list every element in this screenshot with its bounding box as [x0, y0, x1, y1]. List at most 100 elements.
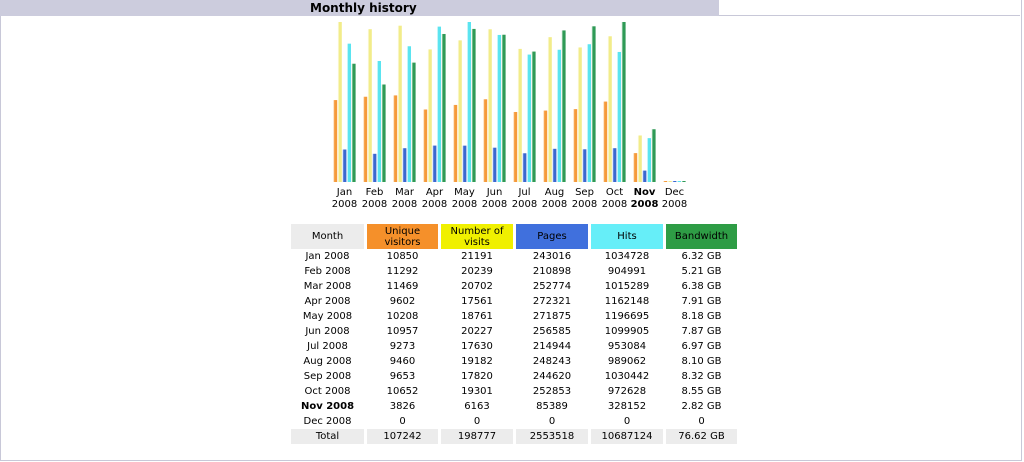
cell-month: Aug 2008	[291, 354, 367, 369]
cell-unique: 9273	[365, 339, 441, 354]
bar-hits-jan	[346, 43, 351, 182]
table-row: Feb 2008 11292 20239 210898 904991 5.21 GB	[291, 264, 740, 279]
total-pages: 2553518	[514, 429, 591, 444]
cell-month: Mar 2008	[291, 279, 367, 294]
bar-visits-feb	[367, 29, 372, 182]
cell-hits: 0	[589, 414, 666, 429]
cell-unique: 9460	[365, 354, 441, 369]
cell-pages: 252774	[514, 279, 591, 294]
x-tick-year-nov: 2008	[631, 199, 659, 210]
cell-hits: 953084	[589, 339, 666, 354]
cell-unique: 9653	[365, 369, 441, 384]
cell-month: Sep 2008	[291, 369, 367, 384]
cell-bandwidth: 7.91 GB	[664, 294, 740, 309]
table-header-row: Month Unique visitors Number of visits Pag…	[291, 224, 740, 249]
header-month: Month	[291, 224, 367, 249]
cell-unique: 10957	[365, 324, 441, 339]
cell-unique: 10652	[365, 384, 441, 399]
cell-pages: 256585	[514, 324, 591, 339]
bar-bandwidth-jul	[531, 51, 536, 182]
cell-visits: 6163	[439, 399, 516, 414]
cell-pages: 210898	[514, 264, 591, 279]
bar-unique-dec	[663, 181, 668, 182]
bar-unique-apr	[423, 109, 428, 182]
cell-month: Feb 2008	[291, 264, 367, 279]
table-row: Sep 2008 9653 17820 244620 1030442 8.32 GB	[291, 369, 740, 384]
cell-month: Apr 2008	[291, 294, 367, 309]
bar-pages-sep	[582, 149, 587, 182]
bar-visits-may	[457, 40, 462, 182]
section-title: Monthly history	[310, 1, 417, 15]
header-month-label: Month	[311, 231, 344, 242]
bar-pages-dec	[672, 181, 677, 182]
x-tick-month-nov: Nov	[634, 187, 656, 198]
table-row: Mar 2008 11469 20702 252774 1015289 6.38 GB	[291, 279, 740, 294]
x-tick-year-apr: 2008	[422, 199, 447, 210]
cell-bandwidth: 8.10 GB	[664, 354, 740, 369]
table-row: Aug 2008 9460 19182 248243 989062 8.10 GB	[291, 354, 740, 369]
cell-unique: 10208	[365, 309, 441, 324]
x-tick-year-feb: 2008	[362, 199, 387, 210]
cell-hits: 1099905	[589, 324, 666, 339]
cell-hits: 1196695	[589, 309, 666, 324]
cell-pages: 243016	[514, 249, 591, 264]
cell-pages: 252853	[514, 384, 591, 399]
total-unique: 107242	[365, 429, 441, 444]
cell-month: Jun 2008	[291, 324, 367, 339]
cell-pages: 271875	[514, 309, 591, 324]
bar-visits-apr	[427, 49, 432, 182]
header-visits-line2: visits	[464, 236, 490, 248]
bar-unique-mar	[393, 95, 398, 182]
bar-bandwidth-nov	[651, 129, 656, 182]
bar-visits-dec	[667, 181, 672, 182]
cell-visits: 17820	[439, 369, 516, 384]
monthly-stats-table: Month Unique visitors Number of visits Pag…	[291, 224, 740, 444]
cell-bandwidth: 7.87 GB	[664, 324, 740, 339]
cell-month: Dec 2008	[291, 414, 367, 429]
cell-visits: 20227	[439, 324, 516, 339]
table-row-current: Nov 2008 3826 6163 85389 328152 2.82 GB	[291, 399, 740, 414]
header-pages-label: Pages	[537, 231, 567, 242]
cell-bandwidth: 8.18 GB	[664, 309, 740, 324]
bar-bandwidth-mar	[411, 62, 416, 182]
cell-pages: 214944	[514, 339, 591, 354]
bar-pages-apr	[432, 145, 437, 182]
x-tick-year-oct: 2008	[602, 199, 627, 210]
x-tick-year-aug: 2008	[542, 199, 567, 210]
bar-bandwidth-sep	[591, 26, 596, 182]
bar-unique-oct	[603, 101, 608, 182]
bar-bandwidth-aug	[561, 30, 566, 183]
table-row: Oct 2008 10652 19301 252853 972628 8.55 GB	[291, 384, 740, 399]
bar-bandwidth-may	[471, 28, 476, 183]
cell-visits: 20702	[439, 279, 516, 294]
bar-unique-may	[453, 104, 458, 182]
x-tick-year-jan: 2008	[332, 199, 357, 210]
bar-visits-oct	[607, 36, 612, 182]
cell-hits: 1162148	[589, 294, 666, 309]
bar-unique-aug	[543, 110, 548, 182]
cell-pages: 0	[514, 414, 591, 429]
bar-bandwidth-feb	[381, 84, 386, 182]
bar-visits-nov	[637, 135, 642, 182]
bar-pages-jul	[522, 153, 527, 182]
x-tick-month-apr: Apr	[426, 187, 444, 198]
cell-month: Oct 2008	[291, 384, 367, 399]
x-tick-year-may: 2008	[452, 199, 477, 210]
x-tick-month-dec: Dec	[665, 187, 684, 198]
cell-month: May 2008	[291, 309, 367, 324]
x-tick-month-feb: Feb	[366, 187, 384, 198]
cell-hits: 1015289	[589, 279, 666, 294]
bar-bandwidth-jan	[351, 63, 356, 183]
cell-bandwidth: 6.32 GB	[664, 249, 740, 264]
bar-bandwidth-dec	[681, 181, 686, 182]
cell-visits: 17561	[439, 294, 516, 309]
bar-unique-nov	[633, 153, 638, 182]
x-tick-month-jun: Jun	[486, 187, 503, 198]
bar-visits-sep	[577, 47, 582, 183]
table-row: Apr 2008 9602 17561 272321 1162148 7.91 GB	[291, 294, 740, 309]
bar-hits-dec	[676, 181, 681, 182]
x-tick-month-aug: Aug	[545, 187, 565, 198]
total-hits: 10687124	[589, 429, 666, 444]
bar-hits-sep	[586, 44, 591, 183]
